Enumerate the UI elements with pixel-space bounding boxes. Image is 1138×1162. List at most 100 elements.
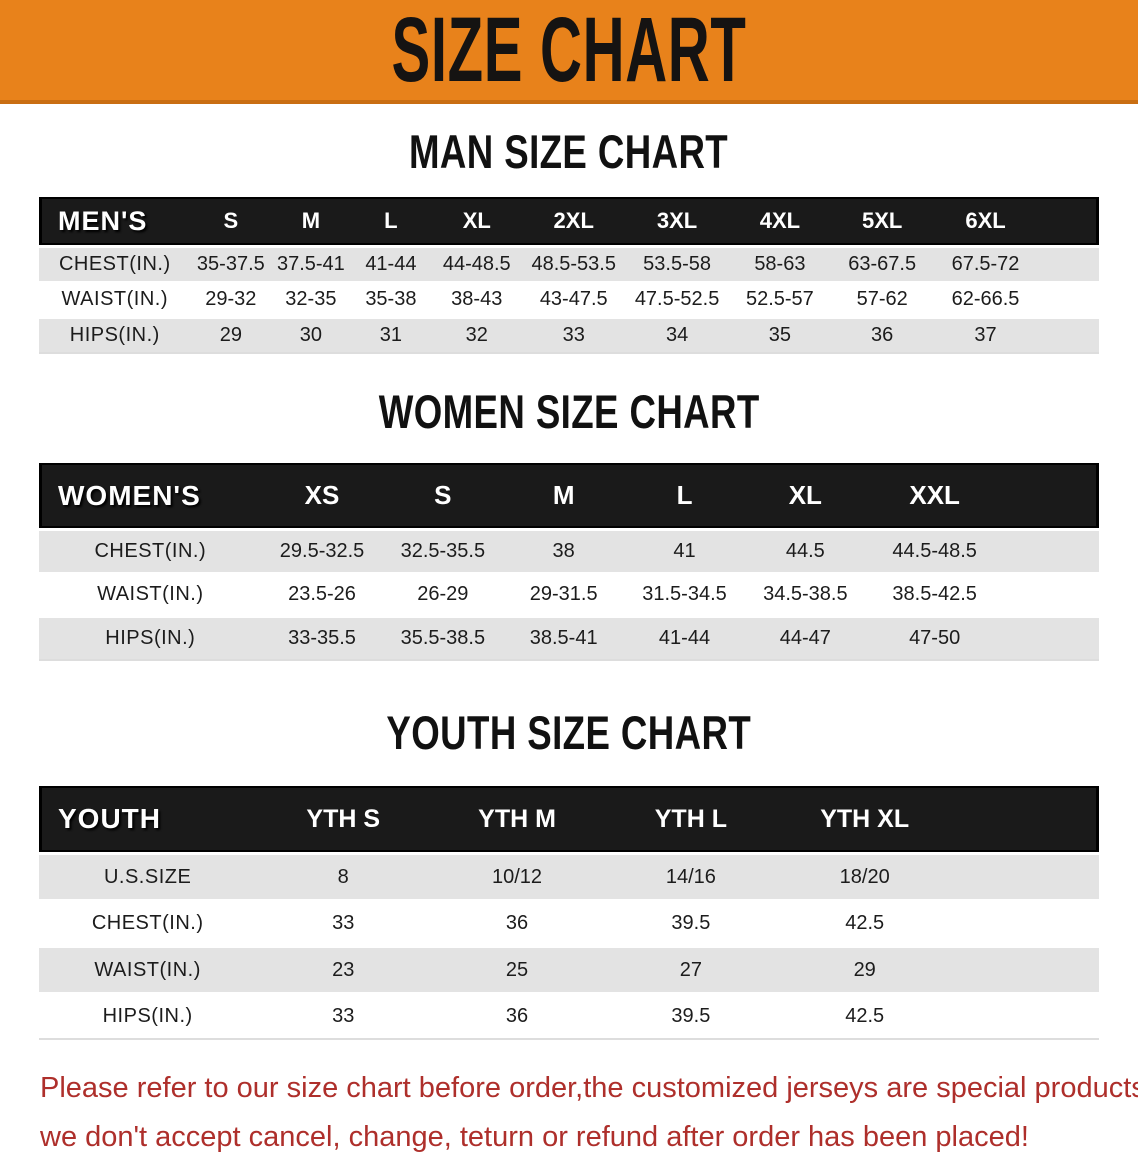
size-cell: 33	[522, 316, 626, 354]
size-cell: 67.5-72	[933, 245, 1038, 283]
disclaimer: Please refer to our size chart before or…	[40, 1064, 1138, 1162]
size-cell: 43-47.5	[522, 283, 626, 316]
size-cell: 8	[256, 852, 431, 901]
size-cell: 47.5-52.5	[625, 283, 730, 316]
spacer-cell	[951, 852, 1099, 901]
spacer-cell	[1037, 245, 1099, 283]
women-hips-row: HIPS(IN.) 33-35.5 35.5-38.5 38.5-41 41-4…	[39, 615, 1099, 661]
men-col-6xl: 6XL	[933, 197, 1038, 245]
men-col-3xl: 3XL	[625, 197, 730, 245]
row-label: CHEST(IN.)	[39, 245, 191, 283]
page-title: SIZE CHART	[391, 0, 747, 101]
men-waist-row: WAIST(IN.) 29-32 32-35 35-38 38-43 43-47…	[39, 283, 1099, 316]
size-cell: 29.5-32.5	[261, 528, 383, 574]
men-chest-row: CHEST(IN.) 35-37.5 37.5-41 41-44 44-48.5…	[39, 245, 1099, 283]
size-cell: 32-35	[271, 283, 351, 316]
size-cell: 31.5-34.5	[624, 574, 745, 615]
size-cell: 38	[503, 528, 625, 574]
size-cell: 23.5-26	[261, 574, 383, 615]
size-cell: 26-29	[382, 574, 504, 615]
size-cell: 39.5	[603, 901, 778, 945]
size-cell: 36	[430, 994, 604, 1040]
men-corner-label: MEN'S	[39, 197, 191, 245]
size-cell: 44.5-48.5	[865, 528, 1004, 574]
size-cell: 35.5-38.5	[382, 615, 504, 661]
size-cell: 29-31.5	[503, 574, 625, 615]
spacer-cell	[951, 786, 1099, 852]
size-cell: 29	[190, 316, 272, 354]
size-cell: 29	[777, 945, 952, 994]
size-cell: 41-44	[350, 245, 432, 283]
size-cell: 18/20	[777, 852, 952, 901]
size-cell: 29-32	[190, 283, 272, 316]
size-cell: 42.5	[777, 994, 952, 1040]
size-cell: 36	[830, 316, 934, 354]
size-cell: 33-35.5	[261, 615, 383, 661]
size-cell: 32.5-35.5	[382, 528, 504, 574]
size-cell: 34.5-38.5	[744, 574, 866, 615]
spacer-cell	[1003, 574, 1099, 615]
row-label: CHEST(IN.)	[39, 901, 257, 945]
size-cell: 33	[256, 901, 431, 945]
youth-col-m: YTH M	[430, 786, 604, 852]
youth-chest-row: CHEST(IN.) 33 36 39.5 42.5	[39, 901, 1099, 945]
men-hips-row: HIPS(IN.) 29 30 31 32 33 34 35 36 37	[39, 316, 1099, 354]
men-section-heading: MAN SIZE CHART	[0, 124, 1138, 179]
size-cell: 34	[625, 316, 730, 354]
banner: SIZE CHART	[0, 0, 1138, 104]
size-cell: 38.5-42.5	[865, 574, 1004, 615]
size-cell: 38-43	[431, 283, 523, 316]
men-header-row: MEN'S S M L XL 2XL 3XL 4XL 5XL 6XL	[39, 197, 1099, 245]
size-cell: 25	[430, 945, 604, 994]
size-cell: 52.5-57	[729, 283, 831, 316]
spacer-cell	[1003, 615, 1099, 661]
men-col-5xl: 5XL	[830, 197, 934, 245]
size-cell: 53.5-58	[625, 245, 730, 283]
size-cell: 30	[271, 316, 351, 354]
youth-waist-row: WAIST(IN.) 23 25 27 29	[39, 945, 1099, 994]
women-col-xl: XL	[744, 463, 866, 528]
women-corner-label: WOMEN'S	[39, 463, 262, 528]
disclaimer-line-2: we don't accept cancel, change, teturn o…	[40, 1121, 1029, 1153]
size-cell: 58-63	[729, 245, 831, 283]
youth-size-table: YOUTH YTH S YTH M YTH L YTH XL U.S.SIZE …	[39, 786, 1099, 1040]
row-label: CHEST(IN.)	[39, 528, 262, 574]
size-cell: 63-67.5	[830, 245, 934, 283]
women-col-xs: XS	[261, 463, 383, 528]
size-cell: 14/16	[603, 852, 778, 901]
spacer-cell	[951, 994, 1099, 1040]
size-cell: 37	[933, 316, 1038, 354]
size-cell: 10/12	[430, 852, 604, 901]
youth-hips-row: HIPS(IN.) 33 36 39.5 42.5	[39, 994, 1099, 1040]
youth-col-l: YTH L	[603, 786, 778, 852]
size-cell: 37.5-41	[271, 245, 351, 283]
youth-section-heading-text: YOUTH SIZE CHART	[386, 706, 752, 759]
size-cell: 35-38	[350, 283, 432, 316]
size-cell: 23	[256, 945, 431, 994]
row-label: WAIST(IN.)	[39, 945, 257, 994]
spacer-cell	[1037, 283, 1099, 316]
women-section-heading-text: WOMEN SIZE CHART	[378, 385, 760, 438]
women-col-xxl: XXL	[865, 463, 1004, 528]
men-size-table: MEN'S S M L XL 2XL 3XL 4XL 5XL 6XL CHEST…	[39, 197, 1099, 354]
spacer-cell	[951, 901, 1099, 945]
size-cell: 41	[624, 528, 745, 574]
spacer-cell	[1037, 197, 1099, 245]
size-cell: 57-62	[830, 283, 934, 316]
women-chest-row: CHEST(IN.) 29.5-32.5 32.5-35.5 38 41 44.…	[39, 528, 1099, 574]
men-col-m: M	[271, 197, 351, 245]
row-label: HIPS(IN.)	[39, 316, 191, 354]
row-label: WAIST(IN.)	[39, 283, 191, 316]
youth-corner-label: YOUTH	[39, 786, 257, 852]
row-label: U.S.SIZE	[39, 852, 257, 901]
size-cell: 39.5	[603, 994, 778, 1040]
men-col-s: S	[190, 197, 272, 245]
spacer-cell	[951, 945, 1099, 994]
size-cell: 35-37.5	[190, 245, 272, 283]
size-cell: 35	[729, 316, 831, 354]
size-cell: 36	[430, 901, 604, 945]
size-cell: 31	[350, 316, 432, 354]
women-size-table: WOMEN'S XS S M L XL XXL CHEST(IN.) 29.5-…	[39, 463, 1099, 661]
size-cell: 27	[603, 945, 778, 994]
size-cell: 41-44	[624, 615, 745, 661]
